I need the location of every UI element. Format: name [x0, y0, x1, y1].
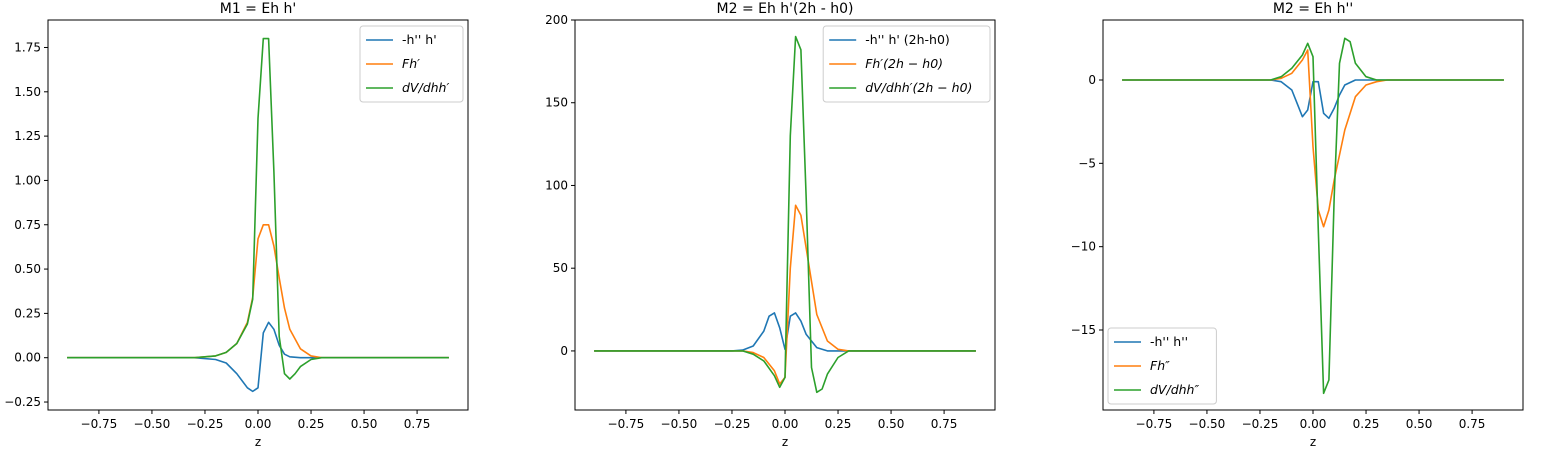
legend-box — [822, 25, 991, 103]
series-line — [1122, 79, 1504, 120]
svg-text:dV/dhh″: dV/dhh″ — [1150, 382, 1199, 397]
x-axis-label: z — [255, 435, 261, 449]
svg-text:-h'' h'': -h'' h'' — [1150, 334, 1188, 349]
y-tick-label: 0.75 — [14, 218, 41, 232]
x-tick-label: −0.25 — [187, 417, 224, 431]
x-tick-label: 0.50 — [1406, 417, 1433, 431]
series-line — [1122, 49, 1504, 228]
svg-text:dV/dhh′(2h − h0): dV/dhh′(2h − h0) — [865, 80, 972, 95]
y-tick-label: −10 — [1071, 240, 1096, 254]
y-tick-label: 100 — [545, 178, 568, 192]
y-tick-label: −5 — [1078, 156, 1096, 170]
legend-item: dV/dhh″ — [1114, 382, 1199, 397]
y-axis: −15 −10 −5 0 — [1071, 73, 1103, 337]
y-tick-label: 1.00 — [14, 173, 41, 187]
legend-item: -h'' h' — [366, 32, 437, 47]
svg-text:-h'' h': -h'' h' — [402, 32, 437, 47]
legend-item: Fh′(2h − h0) — [829, 56, 943, 71]
series-line — [67, 321, 449, 393]
y-tick-label: 0 — [560, 344, 568, 358]
svg-text:dV/dhh′: dV/dhh′ — [402, 80, 449, 95]
legend-item: dV/dhh′ — [366, 80, 449, 95]
x-tick-label: −0.75 — [608, 417, 645, 431]
axes-frame — [574, 19, 996, 411]
x-tick-label: 0.00 — [772, 417, 799, 431]
y-tick-label: 0.25 — [14, 306, 41, 320]
x-axis: −0.75 −0.50 −0.25 0.00 0.25 0.50 0.75 — [1136, 410, 1486, 431]
svg-text:Fh′: Fh′ — [402, 56, 420, 71]
chart-panel-3: M2 = Eh h'' −15 −10 −5 0 −0.75 −0.50 −0.25 0.0… — [1071, 1, 1524, 449]
axes-frame — [47, 19, 469, 411]
x-tick-label: 0.75 — [931, 417, 958, 431]
chart-title: M2 = Eh h'(2h - h0) — [717, 1, 854, 17]
plot-area — [67, 37, 449, 393]
chart-panel-1: M1 = Eh h' −0.25 0.00 0.25 0.50 0.75 1.00 1.25… — [4, 1, 469, 449]
x-tick-label: −0.50 — [134, 417, 171, 431]
y-tick-label: 150 — [545, 96, 568, 110]
svg-text:-h'' h' (2h-h0): -h'' h' (2h-h0) — [865, 32, 950, 47]
y-axis: 0 50 100 150 200 — [545, 13, 575, 358]
y-tick-label: 0.50 — [14, 262, 41, 276]
chart-title: M2 = Eh h'' — [1273, 1, 1353, 17]
legend-box — [1107, 327, 1217, 405]
y-tick-label: 200 — [545, 13, 568, 27]
series-line — [67, 224, 449, 359]
y-tick-label: 1.75 — [14, 40, 41, 54]
y-tick-label: −15 — [1071, 323, 1096, 337]
legend: -h'' h'' Fh″ dV/dhh″ — [1107, 327, 1217, 405]
plot-area — [594, 35, 976, 394]
series-line — [1122, 37, 1504, 395]
series-line — [594, 35, 976, 394]
y-tick-label: −0.25 — [4, 395, 41, 409]
series-line — [594, 204, 976, 385]
x-tick-label: 0.50 — [351, 417, 378, 431]
x-tick-label: 0.25 — [1353, 417, 1380, 431]
legend-item: Fh′ — [366, 56, 420, 71]
legend: -h'' h' Fh′ dV/dhh′ — [359, 25, 464, 103]
legend-item: -h'' h' (2h-h0) — [829, 32, 950, 47]
x-tick-label: 0.25 — [298, 417, 325, 431]
x-axis-label: z — [782, 435, 788, 449]
x-tick-label: 0.00 — [1300, 417, 1327, 431]
series-line — [67, 37, 449, 380]
x-axis-label: z — [1310, 435, 1316, 449]
x-tick-label: 0.50 — [878, 417, 905, 431]
x-tick-label: 0.25 — [825, 417, 852, 431]
x-tick-label: −0.50 — [1189, 417, 1226, 431]
legend: -h'' h' (2h-h0) Fh′(2h − h0) dV/dhh′(2h … — [822, 25, 991, 103]
x-tick-label: −0.50 — [661, 417, 698, 431]
axes-frame — [1102, 19, 1524, 411]
svg-text:Fh′(2h − h0): Fh′(2h − h0) — [865, 56, 943, 71]
x-tick-label: −0.75 — [1136, 417, 1173, 431]
svg-text:Fh″: Fh″ — [1150, 358, 1170, 373]
y-tick-label: 0 — [1088, 73, 1096, 87]
y-tick-label: 50 — [553, 261, 568, 275]
legend-item: -h'' h'' — [1114, 334, 1188, 349]
x-tick-label: −0.25 — [1242, 417, 1279, 431]
legend-item: Fh″ — [1114, 358, 1170, 373]
x-tick-label: −0.25 — [714, 417, 751, 431]
x-tick-label: 0.75 — [1459, 417, 1486, 431]
y-tick-label: 1.25 — [14, 129, 41, 143]
x-axis: −0.75 −0.50 −0.25 0.00 0.25 0.50 0.75 — [81, 410, 431, 431]
legend-box — [359, 25, 464, 103]
y-axis: −0.25 0.00 0.25 0.50 0.75 1.00 1.25 1.50 1.75 — [4, 40, 48, 409]
legend-item: dV/dhh′(2h − h0) — [829, 80, 972, 95]
x-tick-label: −0.75 — [81, 417, 118, 431]
x-axis: −0.75 −0.50 −0.25 0.00 0.25 0.50 0.75 — [608, 410, 958, 431]
x-tick-label: 0.75 — [404, 417, 431, 431]
x-tick-label: 0.00 — [245, 417, 272, 431]
y-tick-label: 1.50 — [14, 85, 41, 99]
plot-area — [1122, 37, 1504, 395]
y-tick-label: 0.00 — [14, 351, 41, 365]
chart-title: M1 = Eh h' — [220, 1, 297, 17]
